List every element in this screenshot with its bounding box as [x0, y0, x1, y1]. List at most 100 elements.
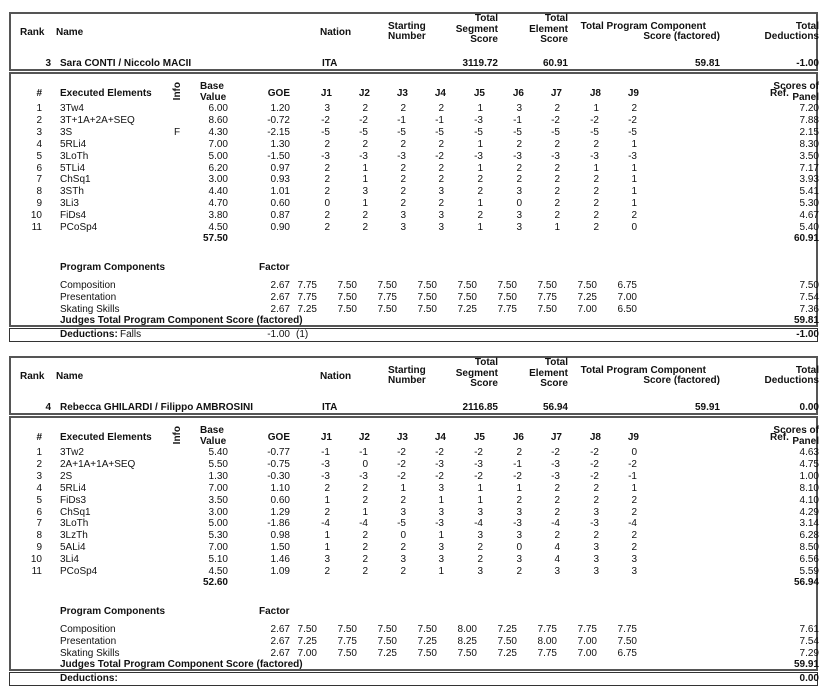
element-panel-score: 4.10: [799, 494, 819, 506]
element-judge-score: -1: [359, 447, 368, 458]
element-judge-score: -1: [321, 447, 330, 458]
element-judge-score: 3: [516, 530, 522, 542]
element-judge-score: -3: [590, 150, 599, 162]
element-goe: -0.72: [267, 114, 290, 126]
skater-summary-box: [9, 356, 818, 415]
component-judge-score: 7.50: [337, 280, 357, 291]
element-judge-score: 3: [438, 482, 444, 494]
element-judge-score: 3: [438, 210, 444, 222]
element-judge-score: 2: [400, 138, 406, 150]
element-number: 8: [36, 186, 42, 198]
component-judge-score: 7.50: [617, 636, 637, 647]
element-panel-score: 2.15: [799, 126, 819, 138]
component-judge-score: 7.00: [577, 304, 597, 315]
deduction-value: -1.00: [267, 329, 290, 340]
component-panel-score: 7.29: [799, 648, 819, 659]
component-panel-score: 7.36: [799, 304, 819, 315]
element-judge-score: 2: [554, 162, 560, 174]
element-panel-score: 4.75: [799, 458, 819, 470]
element-judge-score: 1: [631, 186, 637, 198]
name-header: Name: [56, 371, 84, 382]
element-judge-score: -3: [397, 150, 406, 162]
element-goe: 0.98: [270, 530, 290, 542]
component-judge-score: 7.50: [417, 648, 437, 659]
element-goe: 0.90: [270, 222, 290, 233]
element-judge-score: 2: [362, 103, 368, 114]
element-judge-score: -3: [359, 150, 368, 162]
component-factor: 2.67: [270, 648, 290, 659]
element-name: 5ALi4: [60, 542, 86, 554]
element-judge-score: 1: [477, 198, 483, 210]
component-judge-score: 6.75: [617, 280, 637, 291]
element-judge-score: 2: [400, 174, 406, 186]
element-judge-score: 2: [400, 566, 406, 577]
element-goe: -2.15: [267, 126, 290, 138]
element-judge-score: 4: [554, 542, 560, 554]
starting-number-value: 2: [462, 402, 468, 413]
deductions-box: [9, 672, 818, 686]
element-judge-score: 2: [477, 542, 483, 554]
component-judge-score: 7.75: [337, 636, 357, 647]
nation-value: ITA: [322, 58, 338, 69]
element-judge-score: 2: [324, 222, 330, 233]
element-judge-score: -5: [397, 126, 406, 138]
element-judge-score: 1: [438, 530, 444, 542]
element-judge-score: 2: [516, 138, 522, 150]
component-judge-score: 7.50: [337, 648, 357, 659]
element-goe: 1.29: [270, 506, 290, 518]
element-judge-score: 3: [516, 210, 522, 222]
element-judge-score: 2: [438, 103, 444, 114]
element-judge-score: 2: [362, 494, 368, 506]
element-judge-score: 2: [400, 542, 406, 554]
total-element-score-header: Element: [529, 23, 568, 35]
element-judge-score: -5: [397, 518, 406, 530]
component-judge-score: 7.50: [497, 280, 517, 291]
element-judge-score: 2: [362, 554, 368, 566]
element-judge-score: -2: [513, 470, 522, 482]
element-goe: 0.60: [270, 494, 290, 506]
element-base-value: 5.30: [208, 530, 228, 542]
element-number: 10: [30, 210, 42, 222]
component-factor: 2.67: [270, 636, 290, 647]
element-judge-score: 1: [631, 198, 637, 210]
element-base-value: 5.40: [208, 447, 228, 458]
element-panel-score: 7.20: [799, 103, 819, 114]
element-judge-score: 2: [324, 482, 330, 494]
judge-header-j7: J7: [550, 88, 562, 99]
component-judge-score: 7.75: [617, 624, 637, 635]
goe-header: GOE: [267, 432, 290, 443]
element-name: 3LoTh: [60, 150, 89, 162]
component-judge-score: 7.00: [577, 648, 597, 659]
element-name: 3T+1A+2A+SEQ: [60, 114, 135, 126]
element-judge-score: 4: [554, 554, 560, 566]
element-judge-score: 3: [631, 566, 637, 577]
total-pcs-value: 59.91: [694, 402, 720, 413]
element-judge-score: 2: [631, 494, 637, 506]
factor-header: Factor: [259, 606, 290, 617]
component-judge-score: 7.50: [337, 304, 357, 315]
component-judge-score: 7.50: [417, 624, 437, 635]
element-judge-score: -2: [590, 447, 599, 458]
element-base-value: 7.00: [208, 138, 228, 150]
element-judge-score: 3: [554, 566, 560, 577]
component-judge-score: 7.75: [377, 292, 397, 303]
element-name: 5RLi4: [60, 138, 87, 150]
element-judge-score: 2: [593, 482, 599, 494]
element-score-total: 56.94: [793, 577, 819, 588]
element-judge-score: -5: [628, 126, 637, 138]
element-base-value: 6.00: [208, 103, 228, 114]
total-element-score-value: 56.94: [542, 402, 568, 413]
judge-header-j1: J1: [320, 88, 332, 99]
component-judge-score: 7.00: [577, 636, 597, 647]
element-goe: -0.77: [267, 447, 290, 458]
total-segment-score-header: Score: [470, 378, 498, 389]
element-judge-score: 1: [593, 103, 599, 114]
element-judge-score: 0: [324, 198, 330, 210]
element-judge-score: 0: [516, 198, 522, 210]
component-judge-score: 8.25: [457, 636, 477, 647]
element-base-value: 5.00: [208, 518, 228, 530]
judge-header-j6: J6: [512, 432, 524, 443]
total-element-score-header: Score: [540, 378, 568, 389]
component-judge-score: 7.50: [337, 624, 357, 635]
element-judge-score: -2: [628, 458, 637, 470]
